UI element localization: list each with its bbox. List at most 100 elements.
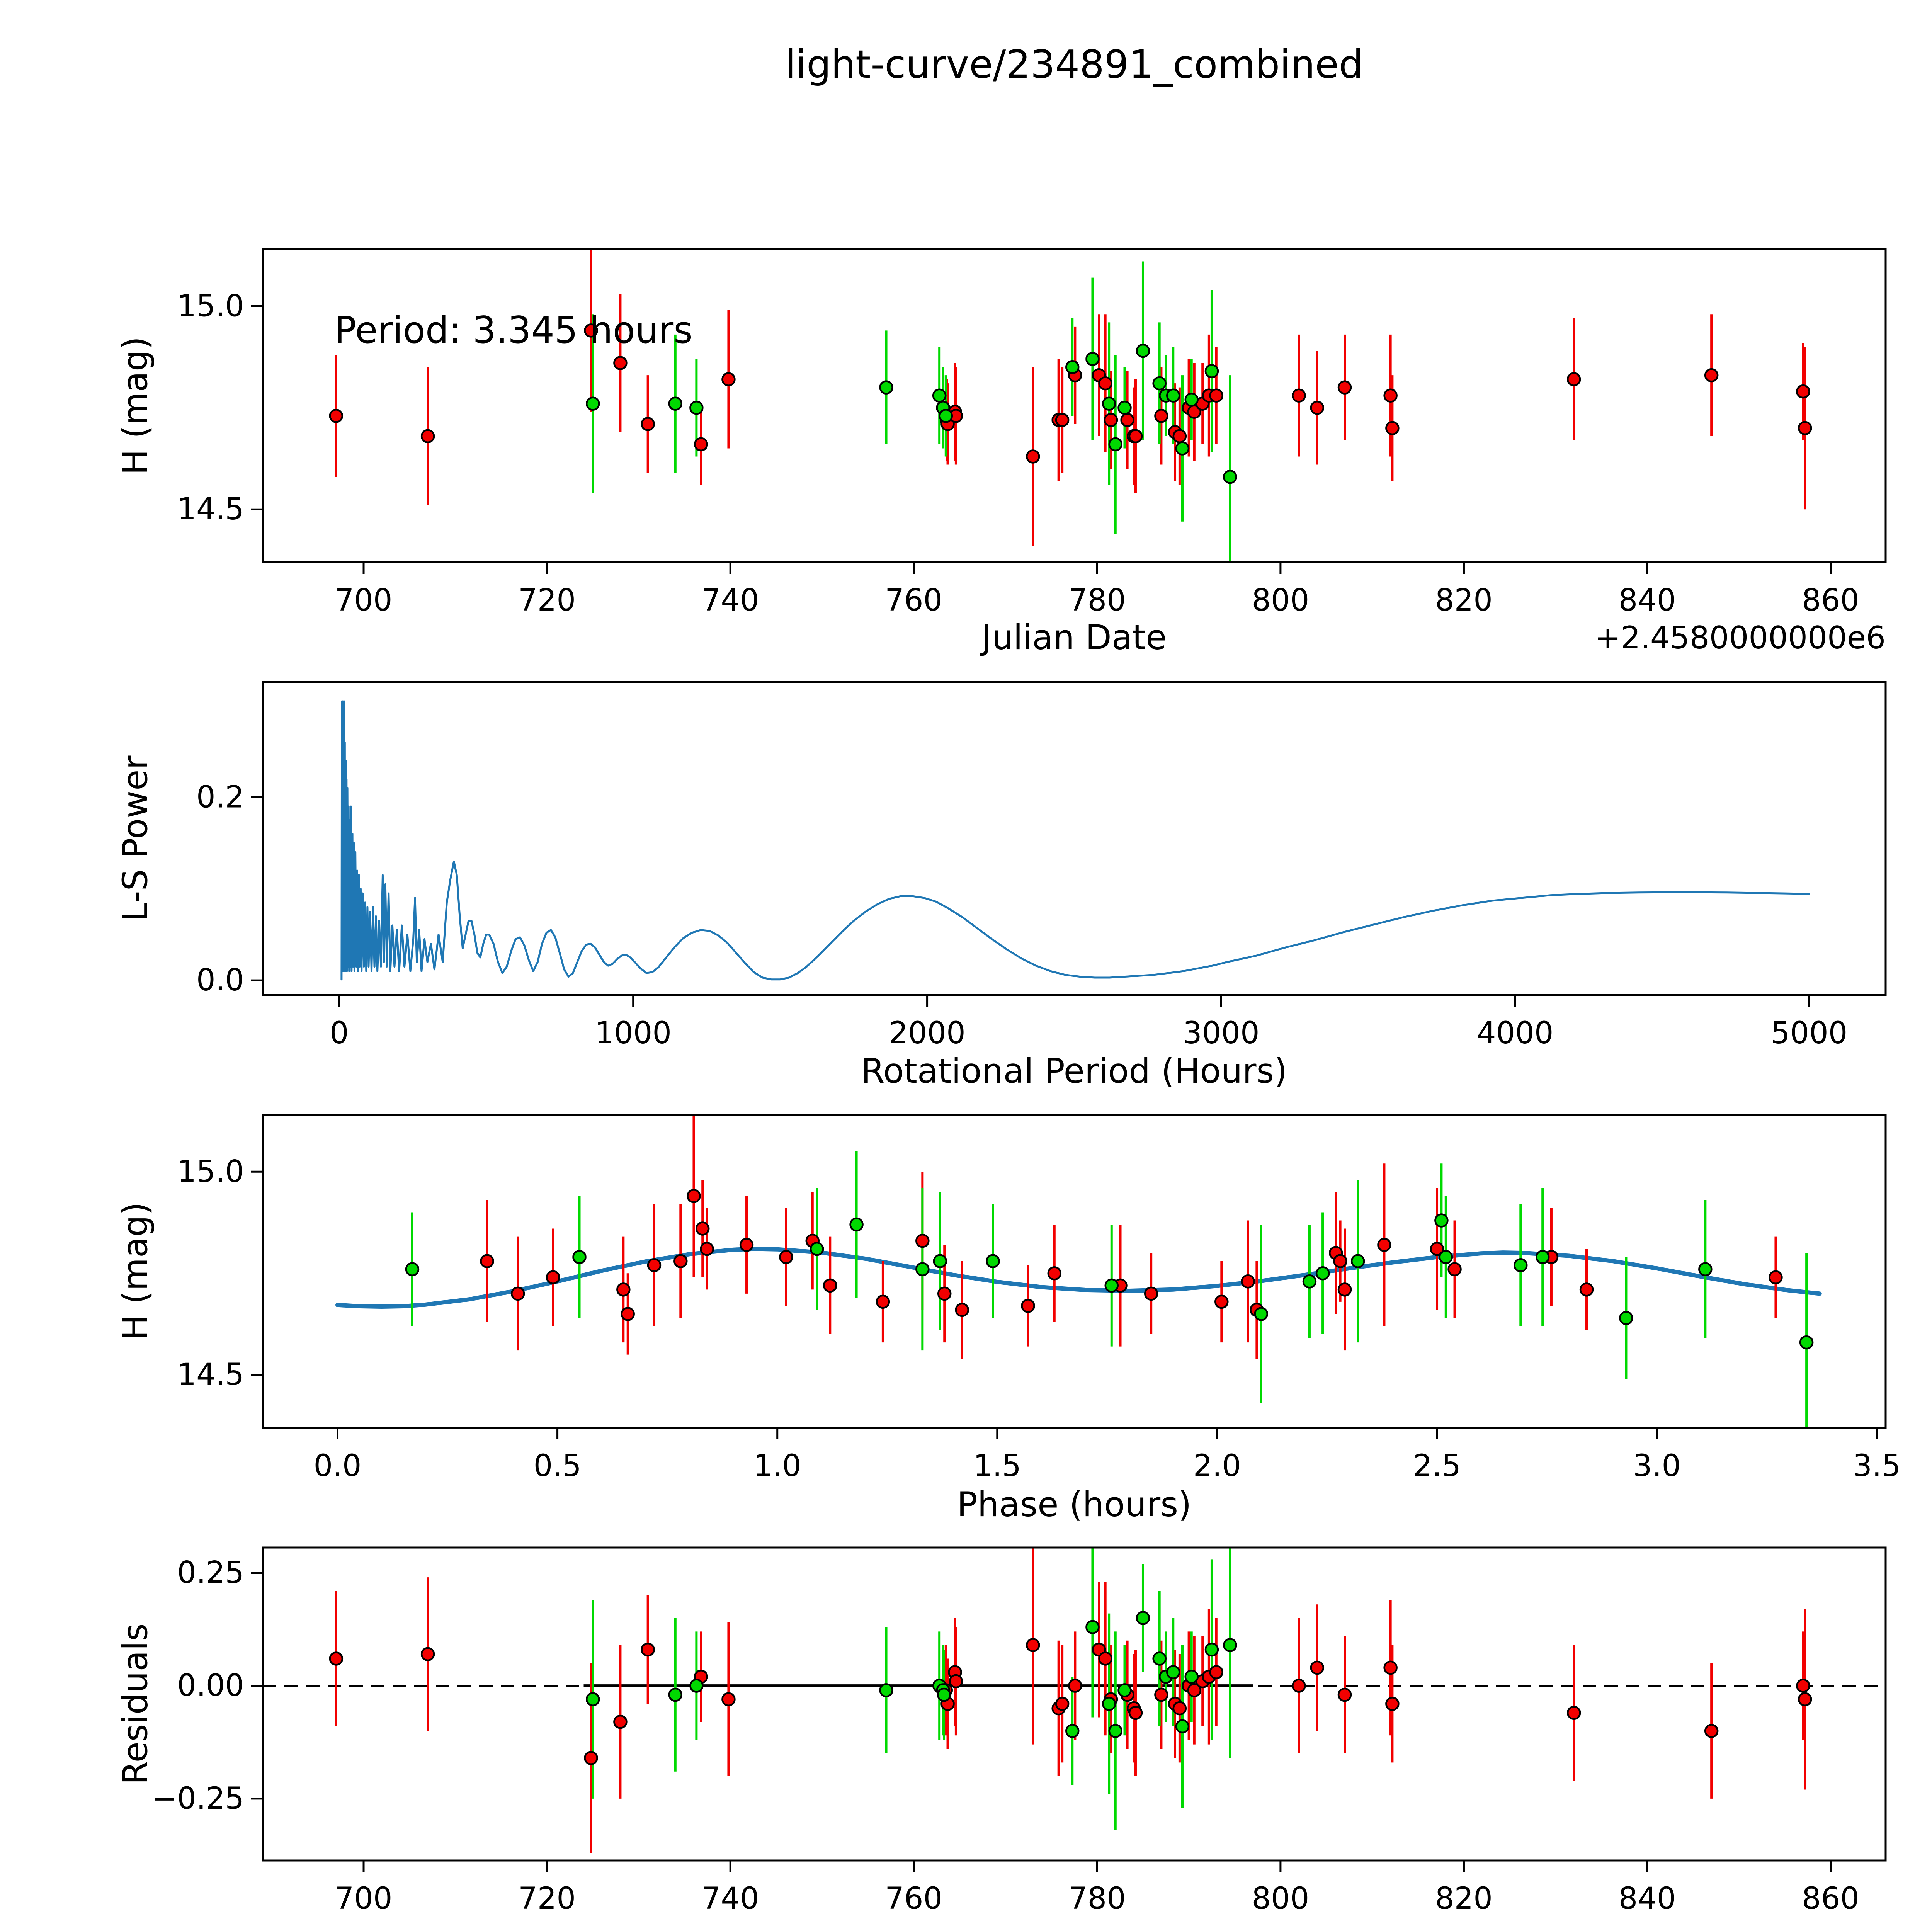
- x-tick-label: 5000: [1771, 1016, 1848, 1051]
- error-bars-red: [486, 1115, 1777, 1359]
- data-point: [1120, 413, 1134, 427]
- residuals-axis-label: Residuals: [115, 1623, 155, 1785]
- data-point: [1055, 1697, 1070, 1711]
- plot-frame: [262, 248, 1887, 563]
- data-point: [955, 1303, 969, 1317]
- x-tick-label: 860: [1802, 1881, 1859, 1916]
- data-point: [641, 417, 655, 431]
- data-point: [572, 1250, 587, 1264]
- x-tick-label: 740: [702, 583, 759, 618]
- data-point: [405, 1262, 420, 1276]
- h-mag-phase-axis-label: H (mag): [115, 1202, 155, 1341]
- x-tick-label: 0.5: [534, 1449, 582, 1483]
- julian-date-axis-label: Julian Date: [981, 617, 1167, 657]
- x-tick-label: 1.0: [753, 1449, 801, 1483]
- data-point: [1128, 429, 1143, 444]
- data-point: [1108, 437, 1123, 452]
- residuals-plot: 700 720 740 760 780 800 820 840 860 −0.25 0.00 0.25: [152, 1546, 1887, 1916]
- data-point: [585, 396, 600, 411]
- data-point: [1566, 1706, 1581, 1720]
- x-tick-label: 800: [1252, 1881, 1309, 1916]
- y-tick-label: 14.5: [177, 1357, 244, 1392]
- ls-power-axis-label: L-S Power: [115, 755, 155, 922]
- x-tick-label: 820: [1435, 583, 1493, 618]
- data-point: [1172, 429, 1187, 444]
- data-point: [937, 1687, 951, 1702]
- x-tick-label: 860: [1802, 583, 1859, 618]
- data-point: [1175, 441, 1190, 456]
- data-points-green: [585, 1611, 1237, 1738]
- data-point: [420, 429, 435, 444]
- data-point: [480, 1254, 494, 1268]
- data-point: [1108, 1724, 1123, 1738]
- plot-data-area: [340, 700, 1810, 981]
- data-point: [329, 409, 344, 423]
- data-point: [1154, 409, 1168, 423]
- error-bars-red: [335, 1548, 1806, 1853]
- x-tick-label: 720: [518, 1881, 576, 1916]
- data-point: [1204, 1642, 1219, 1657]
- plot-frame: [262, 681, 1887, 996]
- x-axis-ticks: 0 1000 2000 3000 4000 5000: [330, 995, 1847, 1051]
- data-point: [1184, 1670, 1199, 1684]
- data-point: [1175, 1719, 1190, 1734]
- data-point: [329, 1651, 344, 1666]
- data-point: [1223, 1638, 1237, 1652]
- h-mag-axis-label: H (mag): [115, 336, 155, 475]
- data-point: [879, 1683, 893, 1697]
- data-point: [939, 409, 953, 423]
- y-axis-ticks: 0.0 0.2: [196, 780, 263, 998]
- data-point: [1292, 388, 1306, 403]
- y-tick-label: 15.0: [177, 1154, 244, 1189]
- x-tick-label: 740: [702, 1881, 759, 1916]
- data-point: [1047, 1266, 1062, 1281]
- data-point: [1310, 1660, 1325, 1675]
- x-tick-label: 840: [1619, 583, 1676, 618]
- x-axis-ticks: 700 720 740 760 780 800 820 840 860: [335, 562, 1859, 618]
- x-tick-label: 4000: [1477, 1016, 1554, 1051]
- data-point: [1166, 388, 1180, 403]
- x-tick-label: 0: [330, 1016, 349, 1051]
- data-point: [584, 1751, 598, 1765]
- data-point: [613, 1714, 628, 1729]
- plot-data-area: [335, 1115, 1822, 1428]
- x-tick-label: 760: [885, 1881, 942, 1916]
- data-point: [1152, 376, 1167, 391]
- data-point: [1085, 1620, 1100, 1634]
- plot-data-area: [329, 249, 1812, 562]
- data-point: [1798, 1692, 1812, 1706]
- data-point: [689, 1679, 704, 1693]
- data-point: [1385, 421, 1400, 435]
- data-point: [1383, 388, 1398, 403]
- data-point: [1172, 1701, 1187, 1716]
- data-point: [932, 388, 947, 403]
- data-point: [1302, 1274, 1317, 1289]
- data-point: [1154, 1687, 1168, 1702]
- x-tick-label: 700: [335, 1881, 393, 1916]
- data-point: [1798, 421, 1812, 435]
- data-point: [986, 1254, 1000, 1268]
- data-point: [1223, 469, 1237, 484]
- plot-frame: [262, 1114, 1887, 1429]
- y-axis-ticks: 14.5 15.0: [177, 289, 263, 527]
- x-axis-ticks: 0.0 0.5 1.0 1.5 2.0 2.5 3.0 3.5: [313, 1428, 1901, 1483]
- data-point: [1209, 388, 1224, 403]
- data-point: [1144, 1286, 1158, 1301]
- y-tick-label: 0.2: [196, 780, 244, 815]
- data-point: [1117, 401, 1132, 415]
- data-point: [915, 1262, 930, 1276]
- data-point: [700, 1242, 714, 1256]
- x-tick-label: 3.0: [1633, 1449, 1681, 1483]
- data-point: [879, 380, 893, 395]
- data-point: [1065, 360, 1080, 374]
- data-point: [1104, 413, 1118, 427]
- data-point: [1799, 1335, 1814, 1350]
- data-point: [584, 323, 598, 338]
- data-point: [933, 1254, 947, 1268]
- x-tick-label: 0.0: [313, 1449, 361, 1483]
- data-point: [1209, 1665, 1224, 1679]
- data-point: [546, 1270, 560, 1285]
- data-point: [420, 1647, 435, 1662]
- rotational-period-axis-label: Rotational Period (Hours): [861, 1051, 1287, 1091]
